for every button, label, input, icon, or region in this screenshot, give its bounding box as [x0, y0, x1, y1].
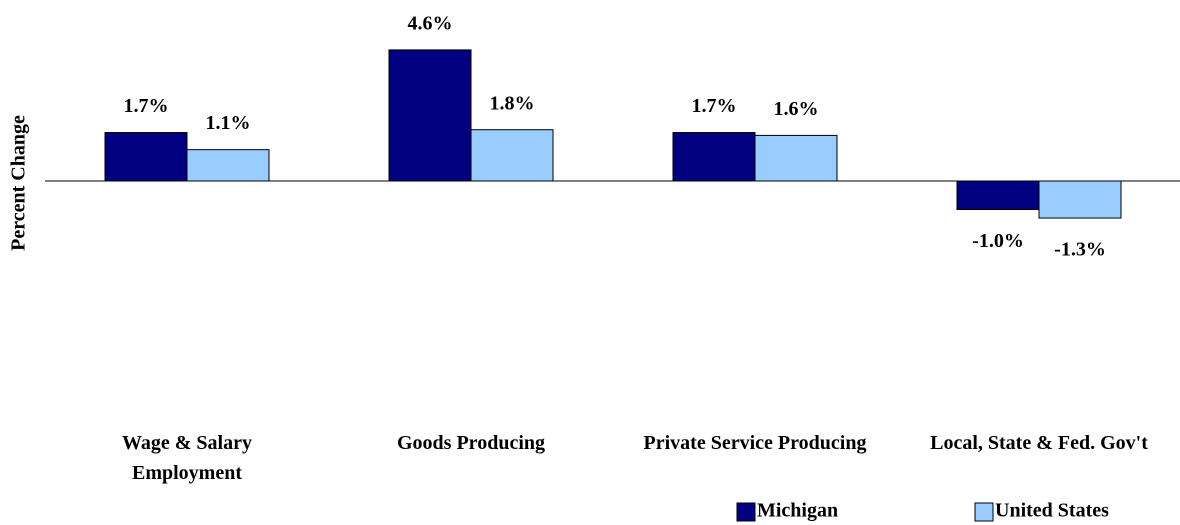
value-label: -1.0%: [972, 230, 1024, 252]
x-tick-label: Wage & Salary Employment: [122, 432, 252, 484]
value-label: 4.6%: [408, 12, 453, 34]
bar: [186, 149, 270, 182]
legend-label: United States: [995, 500, 1109, 522]
value-label: 1.8%: [490, 92, 535, 114]
bar: [956, 180, 1040, 210]
value-label: 1.1%: [206, 112, 251, 134]
y-axis-label: Percent Change: [8, 115, 30, 251]
value-label: -1.3%: [1054, 239, 1106, 261]
value-label: 1.7%: [124, 95, 169, 117]
legend-label: Michigan: [757, 500, 838, 522]
value-label: 1.7%: [692, 95, 737, 117]
bar: [754, 134, 838, 182]
bar: [470, 129, 554, 182]
bar: [104, 132, 188, 182]
x-tick-label: Goods Producing: [397, 432, 545, 454]
bar: [1038, 180, 1122, 219]
x-tick-label: Local, State & Fed. Gov't: [930, 432, 1148, 454]
legend-swatch: [974, 502, 994, 522]
x-tick-label: Private Service Producing: [643, 432, 867, 454]
bar: [672, 132, 756, 182]
legend-swatch: [736, 502, 756, 522]
value-label: 1.6%: [774, 98, 819, 120]
bar: [388, 49, 472, 182]
